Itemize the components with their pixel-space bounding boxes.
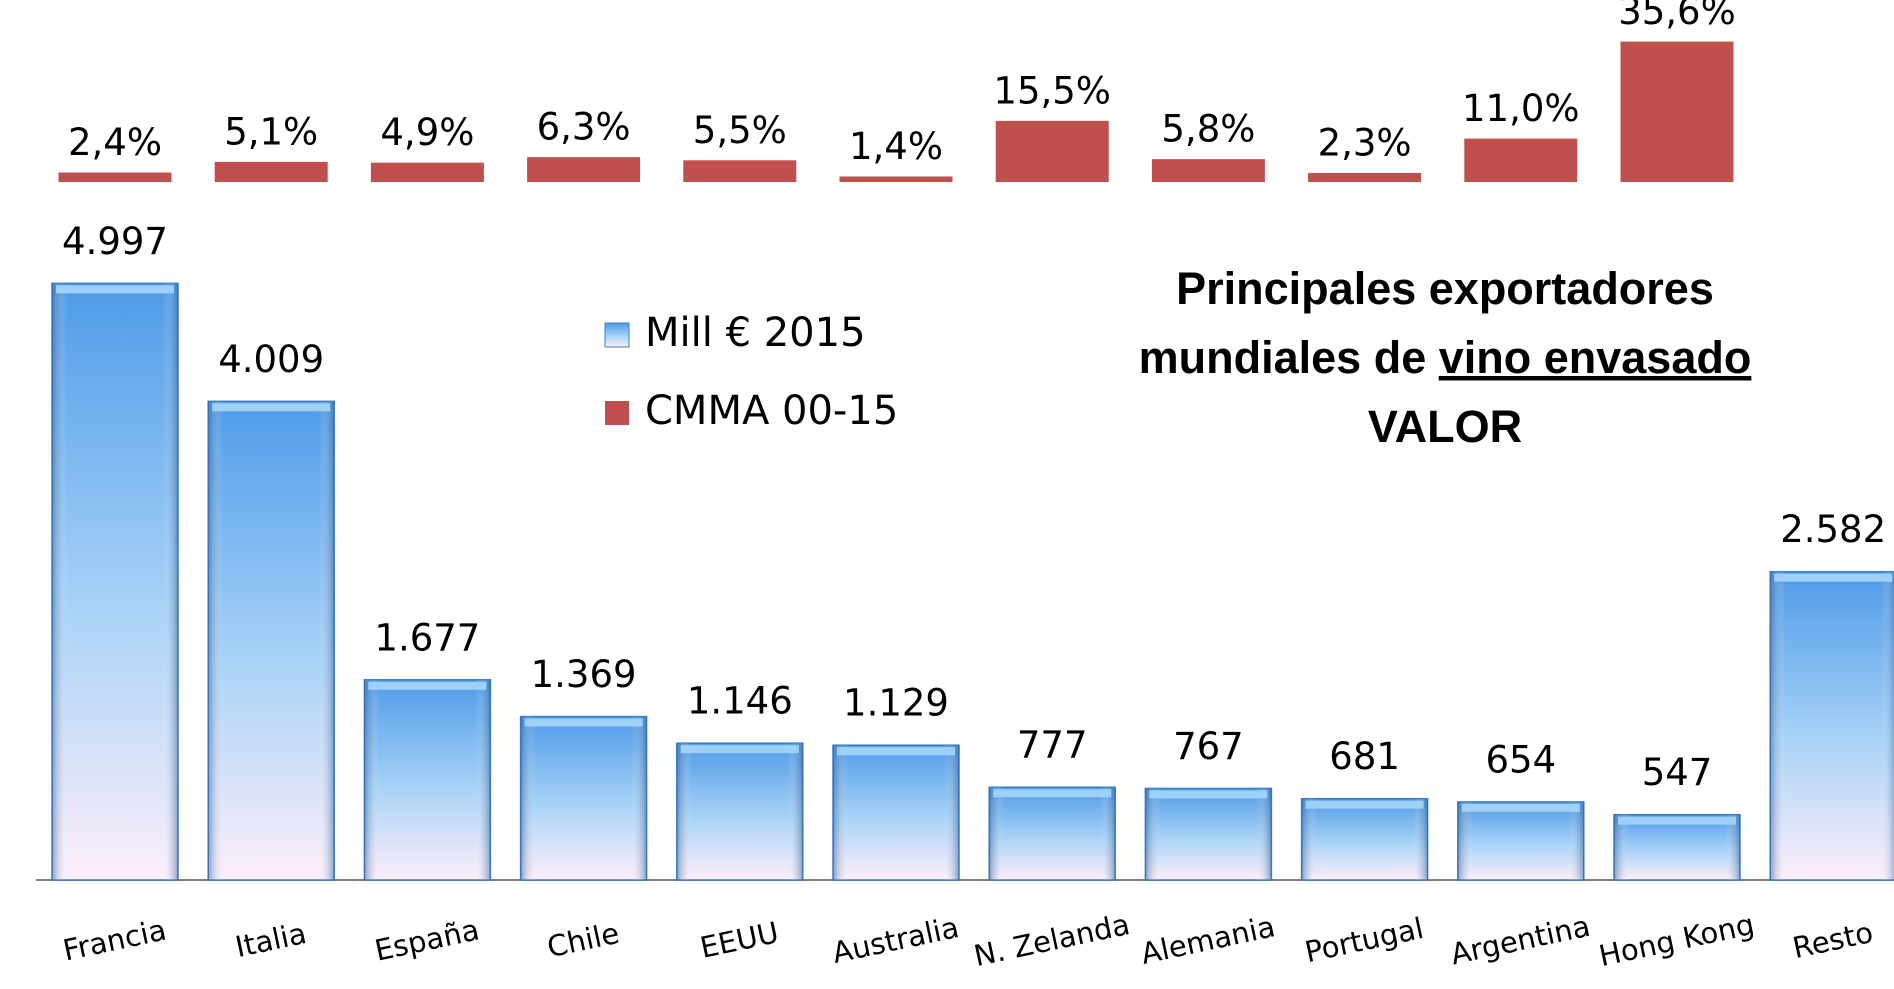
bar bbox=[839, 176, 953, 182]
data-label: 5,5% bbox=[693, 109, 787, 152]
data-label: 1.677 bbox=[374, 616, 480, 659]
bar-cap bbox=[368, 681, 487, 690]
bar-group bbox=[1300, 797, 1429, 881]
bar bbox=[1620, 41, 1734, 183]
bar-shade bbox=[676, 743, 803, 880]
bar-cap bbox=[680, 745, 799, 754]
bar-shade bbox=[364, 679, 491, 880]
bar-group bbox=[1457, 801, 1585, 881]
data-label: 681 bbox=[1329, 735, 1400, 778]
data-label: 4.009 bbox=[218, 338, 324, 381]
legend-swatch bbox=[604, 322, 630, 348]
bar-cap bbox=[212, 403, 331, 412]
bar-shade bbox=[208, 401, 335, 880]
x-tick-label: Italia bbox=[232, 916, 309, 964]
bar-group bbox=[1144, 787, 1273, 881]
bar-group bbox=[988, 786, 1116, 881]
bar-cap bbox=[1149, 790, 1268, 799]
x-tick-label: Portugal bbox=[1302, 911, 1427, 969]
bar-group bbox=[363, 679, 492, 881]
data-label: 1.129 bbox=[843, 682, 949, 725]
bar-group bbox=[51, 282, 179, 881]
x-tick-label: Argentina bbox=[1448, 909, 1593, 972]
x-tick-label: España bbox=[372, 912, 483, 967]
data-label: 2,4% bbox=[68, 121, 162, 164]
bar-cap bbox=[1461, 803, 1580, 812]
bar-cap bbox=[837, 747, 955, 756]
data-label: 4.997 bbox=[62, 220, 168, 263]
bar-group bbox=[519, 715, 648, 881]
data-label: 4,9% bbox=[380, 111, 474, 154]
data-label: 777 bbox=[1017, 724, 1088, 767]
bar bbox=[1308, 172, 1422, 182]
bar bbox=[214, 161, 328, 182]
bar-group bbox=[676, 742, 804, 881]
bar bbox=[1464, 138, 1578, 182]
data-label: 547 bbox=[1642, 751, 1713, 794]
x-tick-label: Resto bbox=[1790, 915, 1876, 965]
data-label: 15,5% bbox=[993, 69, 1111, 112]
x-tick-label: Alemania bbox=[1138, 909, 1278, 971]
bar-shade bbox=[1457, 801, 1584, 880]
bar-shade bbox=[520, 716, 647, 880]
bar bbox=[58, 172, 172, 182]
x-tick-label: Australia bbox=[829, 910, 962, 970]
bar-shade bbox=[989, 787, 1116, 880]
data-label: 35,6% bbox=[1618, 0, 1736, 33]
x-tick-label: Chile bbox=[544, 916, 622, 964]
bar-cap bbox=[1305, 800, 1424, 809]
bar-shade bbox=[1145, 788, 1272, 880]
bar-shade bbox=[52, 283, 178, 881]
bar-cap bbox=[524, 718, 643, 727]
bar-shade bbox=[1770, 571, 1894, 880]
data-label: 11,0% bbox=[1462, 87, 1580, 130]
data-label: 5,1% bbox=[224, 110, 318, 153]
bar-shade bbox=[833, 745, 959, 880]
data-label: 1,4% bbox=[849, 125, 943, 168]
chart-title: mundiales de bbox=[1139, 332, 1427, 383]
data-label: 654 bbox=[1485, 738, 1556, 781]
bar bbox=[370, 162, 484, 182]
bar-cap bbox=[56, 285, 174, 294]
bar bbox=[683, 160, 797, 182]
bar bbox=[1151, 159, 1265, 182]
data-label: 2,3% bbox=[1318, 121, 1412, 164]
data-label: 2.582 bbox=[1780, 508, 1886, 551]
bar-cap bbox=[1618, 816, 1736, 825]
bar-group bbox=[207, 400, 335, 881]
x-tick-label: Hong Kong bbox=[1596, 907, 1757, 973]
legend-label: Mill € 2015 bbox=[645, 310, 866, 356]
bar-shade bbox=[1301, 798, 1428, 880]
bar-cap bbox=[993, 789, 1112, 798]
data-label: 1.146 bbox=[687, 680, 793, 723]
x-tick-label: EEUU bbox=[697, 915, 781, 965]
legend-label: CMMA 00-15 bbox=[645, 388, 898, 434]
bar-shade bbox=[1614, 814, 1740, 880]
data-label: 1.369 bbox=[531, 653, 637, 696]
data-label: 767 bbox=[1173, 725, 1244, 768]
bar-cap bbox=[1774, 573, 1893, 582]
chart-title: mundiales de vino envasado bbox=[1139, 332, 1752, 383]
bar bbox=[527, 157, 641, 182]
data-label: 6,3% bbox=[537, 106, 631, 149]
chart-title: Principales exportadores bbox=[1176, 263, 1714, 314]
x-tick-label: N. Zelanda bbox=[971, 907, 1133, 973]
bar bbox=[995, 120, 1109, 182]
chart-title: vino envasado bbox=[1439, 332, 1752, 383]
bar-group bbox=[832, 744, 960, 881]
bar-group bbox=[1769, 570, 1894, 881]
legend-swatch bbox=[605, 401, 629, 425]
x-tick-label: Francia bbox=[60, 913, 169, 968]
chart-title: VALOR bbox=[1368, 401, 1522, 452]
bar-group bbox=[1613, 813, 1741, 881]
data-label: 5,8% bbox=[1161, 108, 1255, 151]
